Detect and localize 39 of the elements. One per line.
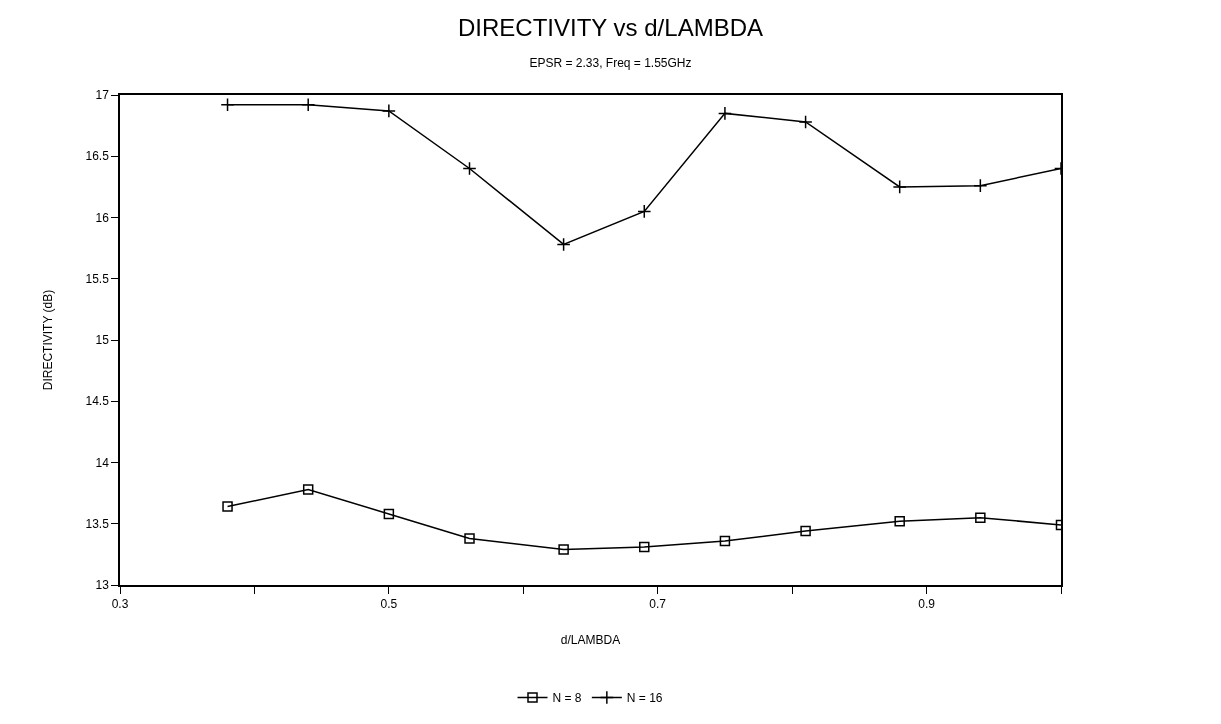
- y-tick-label: 15: [95, 333, 110, 348]
- point: [220, 97, 235, 112]
- chart-title: DIRECTIVITY vs d/LAMBDA: [458, 14, 763, 42]
- y-tick-label: 15.5: [85, 271, 110, 286]
- x-tick-label: 0.3: [111, 597, 129, 612]
- point: [975, 512, 986, 523]
- point: [800, 525, 811, 537]
- legend-label: N = 8: [552, 691, 582, 706]
- point: [717, 106, 732, 121]
- y-tick-label: 16: [95, 210, 110, 225]
- point: [637, 204, 652, 219]
- point: [558, 544, 569, 555]
- point: [222, 501, 233, 512]
- point: [301, 97, 316, 112]
- y-tick-label: 17: [95, 88, 110, 103]
- x-axis-title: d/LAMBDA: [560, 632, 621, 647]
- x-tick-label: 0.5: [380, 597, 398, 612]
- y-tick-label: 13.5: [85, 516, 110, 531]
- point: [973, 178, 988, 193]
- y-tick-label: 13: [95, 578, 110, 593]
- point: [464, 533, 475, 544]
- point: [381, 103, 396, 118]
- point: [556, 237, 571, 252]
- y-tick-label: 16.5: [85, 149, 110, 164]
- point: [383, 508, 395, 520]
- y-tick-label: 14: [95, 455, 110, 470]
- point: [302, 484, 314, 495]
- point: [798, 114, 813, 129]
- point: [892, 179, 907, 194]
- point: [719, 535, 731, 547]
- point: [462, 161, 477, 176]
- point: [894, 516, 905, 527]
- x-tick-label: 0.7: [649, 597, 667, 612]
- point: [639, 541, 650, 553]
- y-axis-title: DIRECTIVITY (dB): [41, 289, 56, 391]
- y-tick-label: 14.5: [85, 394, 110, 409]
- chart-subtitle: EPSR = 2.33, Freq = 1.55GHz: [529, 56, 692, 71]
- x-tick-label: 0.9: [918, 597, 936, 612]
- legend-label: N = 16: [626, 691, 663, 706]
